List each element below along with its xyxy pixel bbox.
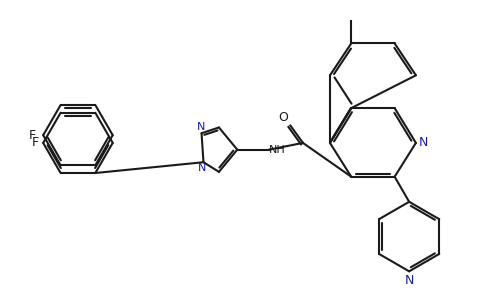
Text: F: F [28, 129, 35, 142]
Text: NH: NH [269, 145, 286, 155]
Text: N: N [419, 137, 428, 149]
Text: F: F [32, 137, 39, 149]
Text: O: O [279, 111, 289, 124]
Text: N: N [198, 163, 207, 173]
Text: N: N [196, 122, 205, 132]
Text: N: N [404, 274, 414, 287]
